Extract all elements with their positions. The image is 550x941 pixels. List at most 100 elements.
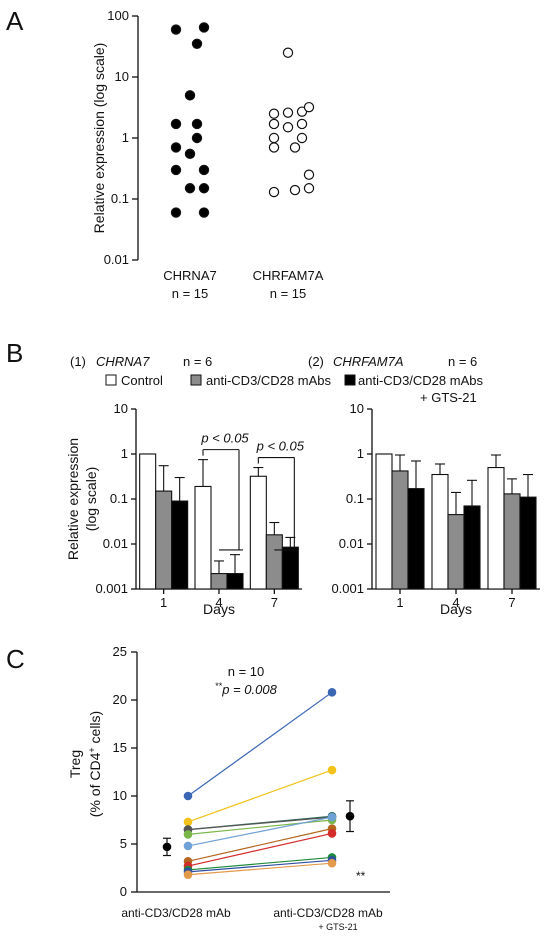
legend-label-control: Control: [121, 373, 163, 388]
panel-a-point-chrna7: [198, 207, 210, 218]
panel-c-cat-label-0: anti-CD3/CD28 mAb: [121, 906, 231, 920]
panel-b2-x-title: Days: [440, 601, 472, 617]
panel-b1-sig-label: p < 0.05: [256, 439, 305, 454]
panel-a-y-tick-label: 0.01: [104, 252, 129, 267]
panel-b1-y-tick-label: 0.001: [95, 581, 128, 596]
panel-letter-c: C: [6, 644, 25, 674]
panel-letter-b: B: [6, 338, 23, 368]
panel-c-y-title-line1: Treg: [67, 750, 83, 778]
panel-c-pvalue-text: p = 0.008: [221, 682, 277, 697]
panel-b1-gene: CHRNA7: [96, 354, 150, 369]
panel-b1-sig-label: p < 0.05: [200, 431, 249, 446]
panel-c-point-before: [183, 841, 193, 851]
panel-c-sig-stars: **: [356, 869, 366, 883]
panel-a-y-tick-label: 100: [107, 8, 129, 23]
panel-b1-bar: [171, 500, 189, 590]
panel-b1-bar: [249, 475, 267, 590]
panel-a-y-title: Relative expression (log scale): [91, 43, 107, 234]
panel-c-cat-sub-1: + GTS-21: [318, 922, 357, 932]
panel-c-point-before: [183, 830, 193, 839]
panel-c-pair-line: [187, 828, 333, 862]
panel-b1-chart: 0.001 0.01 0.1 1 10 1 4 7 p < 0.05 p < 0.05: [95, 401, 304, 610]
panel-a-cat-label-chrna7: CHRNA7: [163, 268, 216, 283]
panel-b2-x-tick-label: 1: [396, 595, 403, 610]
panel-b1-x-tick-label: 4: [215, 595, 222, 610]
panel-b1-bar: [194, 485, 212, 590]
panel-c-point-after: [327, 829, 337, 838]
panel-c-y-title-sup: +: [87, 747, 97, 752]
panel-c-pair-line: [187, 691, 333, 797]
legend-swatch-anti-gts: [344, 374, 356, 386]
legend-swatch-anti: [190, 374, 202, 386]
panel-a-point-chrna7: [184, 183, 196, 194]
panel-c-y-title-line2: (% of CD4+ cells): [87, 711, 103, 817]
panel-b1-bar: [281, 546, 299, 590]
panel-a-point-chrna7: [191, 132, 203, 144]
panel-b2-n: n = 6: [448, 354, 477, 369]
panel-b1-bar: [226, 573, 244, 590]
panel-b1-bar: [155, 490, 173, 590]
panel-a-point-chrfam7a: [303, 169, 315, 180]
panel-c-y-tick-label: 15: [113, 740, 127, 755]
panel-a-point-chrfam7a: [282, 107, 294, 118]
panel-b1-x-title: Days: [203, 601, 235, 617]
panel-c-pair-line: [187, 816, 333, 831]
panel-b2-bar: [463, 505, 481, 590]
panel-c-point-after: [327, 812, 337, 822]
panel-b2-bar: [487, 466, 505, 590]
panel-b2-y-tick-label: 0.001: [331, 581, 364, 596]
panel-b1-n: n = 6: [183, 354, 212, 369]
panel-b2-bar: [519, 496, 537, 590]
panel-a-point-chrfam7a: [268, 186, 280, 198]
panel-b1-x-tick-label: 1: [160, 595, 167, 610]
panel-a: A Relative expression (log scale) 0.010.…: [6, 6, 324, 301]
panel-a-point-chrna7: [184, 90, 196, 101]
panel-a-point-chrfam7a: [289, 184, 301, 196]
panel-a-y-tick-label: 10: [115, 69, 129, 84]
legend-swatch-control: [105, 374, 117, 386]
panel-c-y-tick-label: 25: [113, 644, 127, 659]
panel-b2-y-tick-label: 10: [350, 401, 364, 416]
panel-a-point-chrfam7a: [296, 118, 308, 130]
panel-b2-prefix: (2): [308, 354, 324, 369]
panel-a-point-chrfam7a: [282, 122, 294, 133]
panel-a-y-ticks: 0.01 0.1 1 10 100: [104, 8, 138, 267]
panel-c-pair-line: [187, 769, 333, 823]
panel-a-cat-n-chrfam7a: n = 15: [270, 286, 307, 301]
panel-c-means: [162, 800, 355, 857]
panel-c-y-tick-label: 10: [113, 788, 127, 803]
panel-a-point-chrfam7a: [268, 142, 280, 153]
panel-a-points: [170, 22, 315, 218]
panel-b1-x-tick-label: 7: [271, 595, 278, 610]
panel-a-point-chrna7: [191, 118, 203, 130]
panel-b2-bar: [503, 493, 521, 590]
panel-b2-x-tick-label: 4: [452, 595, 459, 610]
panel-a-point-chrna7: [184, 148, 196, 160]
panel-a-point-chrna7: [191, 38, 203, 50]
panel-b2-bar: [375, 453, 393, 590]
panel-a-point-chrfam7a: [268, 118, 280, 130]
legend-label-anti-gts-line2: + GTS-21: [420, 390, 477, 405]
panel-b1-bar: [139, 453, 157, 590]
panel-a-point-chrfam7a: [268, 132, 280, 144]
panel-c-y-tick-label: 20: [113, 692, 127, 707]
panel-b1-y-tick-label: 10: [114, 401, 128, 416]
panel-a-point-chrna7: [170, 118, 182, 130]
panel-c-pair-line: [187, 862, 333, 876]
panel-a-point-chrfam7a: [303, 101, 315, 113]
panel-c-mean-point: [162, 842, 172, 852]
panel-b1-y-tick-label: 0.1: [110, 491, 128, 506]
panel-c-pair-line: [187, 832, 333, 867]
panel-c-pvalue-stars: **: [215, 681, 223, 691]
panel-b2-x-tick-label: 7: [508, 595, 515, 610]
panel-a-point-chrna7: [170, 164, 182, 176]
panel-b1-prefix: (1): [70, 354, 86, 369]
panel-b2-bar: [391, 470, 409, 590]
panel-c-y-tick-label: 0: [120, 884, 127, 899]
panel-b2-gene: CHRFAM7A: [333, 354, 404, 369]
panel-c-y-title-a: (% of CD4: [87, 752, 103, 817]
panel-a-point-chrfam7a: [289, 142, 301, 153]
panel-c-y-ticks: 0 5 10 15 20 25: [113, 644, 137, 899]
panel-b2-bar: [431, 473, 449, 590]
